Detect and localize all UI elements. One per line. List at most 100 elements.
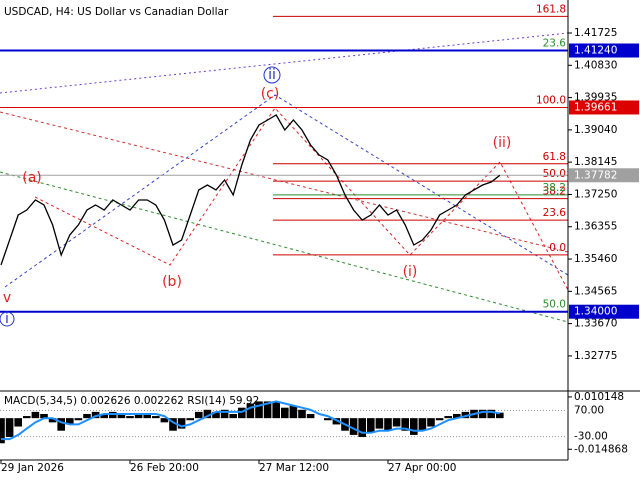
macd-bar: [0, 418, 5, 444]
price-label-box: [569, 168, 639, 183]
x-tick-label: 29 Jan 2026: [1, 462, 64, 474]
macd-bar: [324, 418, 332, 421]
wave-label: ii: [268, 67, 276, 83]
macd-bar: [14, 418, 22, 427]
wave-label: (c): [261, 86, 280, 102]
wave-label: (a): [22, 170, 42, 186]
macd-bar: [496, 412, 504, 419]
y-tick-label: 1.37250: [574, 188, 617, 200]
macd-bar: [83, 413, 91, 419]
fib-label: 0.0: [549, 242, 566, 254]
macd-bar: [367, 418, 375, 433]
macd-bar: [246, 403, 255, 419]
price-label: 1.34000: [574, 306, 617, 318]
wave-labels: (a) (b) (c) ii v i (i) (ii): [0, 66, 512, 327]
macd-bar: [229, 413, 237, 419]
signal-line: [1, 400, 500, 441]
price-line: [0, 114, 501, 266]
macd-bar: [152, 416, 160, 419]
price-label-box: [569, 100, 639, 115]
macd-bar: [143, 413, 151, 419]
fib-label: 23.6: [543, 207, 567, 219]
wave-line: [4, 94, 569, 288]
fib-label: 23.6: [543, 38, 567, 50]
wave-circle: [0, 311, 15, 327]
macd-bar: [126, 416, 134, 419]
macd-bar: [401, 418, 409, 431]
y-tick-label: 0.010148: [574, 391, 624, 403]
y-tick-label: 1.36355: [574, 221, 617, 233]
wave-circle: [263, 66, 281, 84]
y-tick-label: 1.33670: [574, 318, 617, 330]
price-label: 1.41240: [574, 45, 617, 57]
macd-bar: [109, 411, 117, 419]
y2-tick-label: 70.00: [574, 404, 604, 416]
macd-bar: [160, 418, 169, 423]
fib-label: 50.0: [543, 168, 566, 180]
macd-bar: [461, 411, 470, 419]
y-tick-label: 1.41725: [574, 27, 617, 39]
macd-bar: [31, 411, 40, 419]
y-tick-label: -0.014868: [574, 443, 628, 455]
macd-bar: [453, 413, 461, 419]
y-tick-label: 1.39040: [574, 124, 617, 136]
price-label-box: [569, 304, 639, 319]
wave-label: v: [3, 290, 11, 306]
fib-label: 100.0: [536, 94, 566, 106]
macd-bar: [349, 418, 358, 435]
macd-bar: [418, 418, 427, 431]
macd-bar: [306, 413, 315, 419]
macd-bar: [5, 418, 14, 437]
chart-title: USDCAD, H4: US Dollar vs Canadian Dollar: [4, 6, 229, 18]
macd-bar: [91, 411, 100, 419]
channel-line: [0, 32, 569, 94]
x-tick-label: 27 Apr 00:00: [388, 462, 456, 474]
macd-bar: [23, 416, 31, 419]
macd-bar: [427, 418, 435, 427]
wave-label: (b): [162, 274, 182, 290]
macd-bar: [289, 405, 298, 419]
levels: 161.8100.061.850.038.223.60.023.638.250.…: [0, 3, 568, 313]
macd-bar: [298, 409, 306, 419]
y2-tick-label: -30.00: [574, 431, 608, 443]
macd-bar: [186, 418, 194, 421]
indicator-title: MACD(5,34,5) 0.002626 0.002262 RSI(14) 5…: [4, 395, 259, 407]
macd-bar: [478, 409, 487, 419]
macd-bar: [212, 411, 220, 419]
macd-bar: [57, 418, 65, 431]
macd-bar: [66, 418, 74, 425]
macd-bar: [444, 416, 452, 419]
fib-label: 61.8: [543, 151, 566, 163]
macd-bar: [195, 411, 203, 419]
macd-bar: [255, 401, 263, 419]
macd-bar: [435, 418, 444, 421]
macd-bar: [177, 418, 186, 429]
macd-bar: [358, 418, 366, 437]
macd-bar: [220, 409, 229, 419]
macd-bar: [392, 418, 401, 427]
macd-bar: [384, 418, 392, 431]
macd-bar: [40, 413, 48, 419]
y-tick-label: 1.40830: [574, 59, 617, 71]
macd-bar: [100, 413, 108, 419]
fib-label: 50.0: [543, 299, 566, 311]
y-tick-label: 1.34565: [574, 285, 617, 297]
macd-bar: [117, 413, 126, 419]
wave-label: (ii): [493, 135, 512, 151]
channel-line: [0, 171, 569, 323]
y-tick-label: 1.38145: [574, 156, 617, 168]
wave-label: (i): [403, 264, 418, 280]
macd-bar: [74, 418, 83, 421]
macd-bar: [263, 401, 272, 419]
plot: [0, 114, 501, 266]
x-tick-label: 26 Feb 20:00: [130, 462, 199, 474]
macd-bar: [272, 401, 280, 419]
macd-bar: [238, 407, 246, 419]
fib-label: 38.2: [543, 182, 566, 194]
macd-bar: [281, 407, 289, 419]
y-tick-label: 1.35460: [574, 253, 617, 265]
macd-bar: [410, 418, 418, 435]
